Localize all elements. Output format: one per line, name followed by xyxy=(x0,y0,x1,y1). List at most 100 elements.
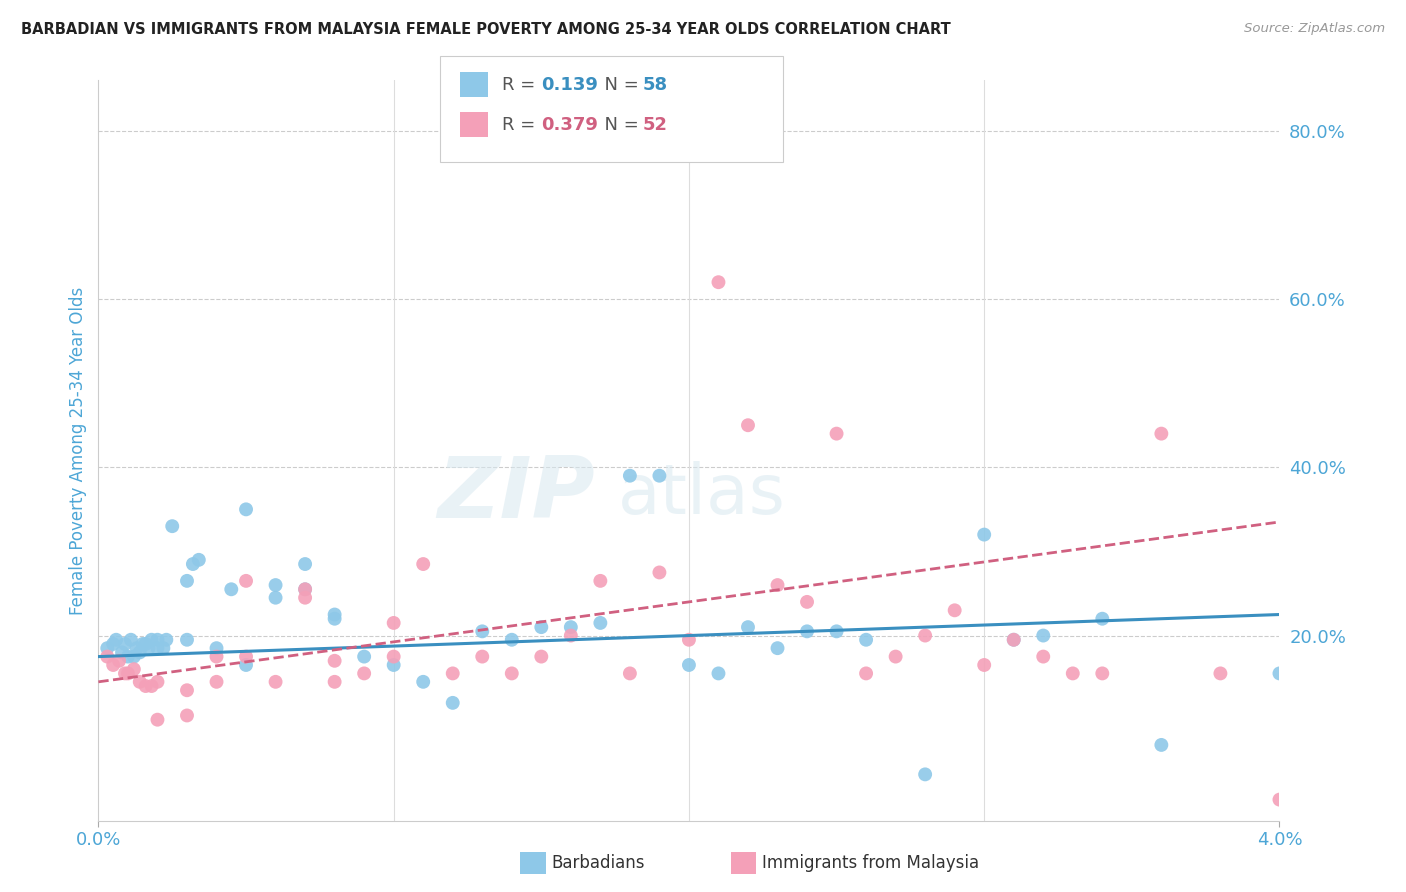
Text: Barbadians: Barbadians xyxy=(551,855,645,872)
Point xyxy=(141,632,163,647)
Point xyxy=(1209,666,1232,681)
Text: 58: 58 xyxy=(643,76,668,94)
Point xyxy=(294,591,316,605)
Point xyxy=(766,641,789,656)
Point xyxy=(294,582,316,597)
Point xyxy=(855,666,877,681)
Point xyxy=(382,649,405,664)
Point xyxy=(323,612,346,626)
Point xyxy=(122,649,145,664)
Text: BARBADIAN VS IMMIGRANTS FROM MALAYSIA FEMALE POVERTY AMONG 25-34 YEAR OLDS CORRE: BARBADIAN VS IMMIGRANTS FROM MALAYSIA FE… xyxy=(21,22,950,37)
Point xyxy=(146,632,169,647)
Point xyxy=(205,649,228,664)
Point xyxy=(441,696,464,710)
Point xyxy=(825,426,848,441)
Text: R =: R = xyxy=(502,116,541,134)
Point xyxy=(707,666,730,681)
Point xyxy=(884,649,907,664)
Point xyxy=(117,649,139,664)
Point xyxy=(176,683,198,698)
Point xyxy=(619,468,641,483)
Point xyxy=(1268,666,1291,681)
Point xyxy=(737,418,759,433)
Point xyxy=(111,645,134,659)
Point xyxy=(1268,792,1291,806)
Point xyxy=(737,620,759,634)
Point xyxy=(707,275,730,289)
Point xyxy=(353,666,375,681)
Point xyxy=(108,654,131,668)
Point xyxy=(235,649,257,664)
Point xyxy=(914,767,936,781)
Text: Immigrants from Malaysia: Immigrants from Malaysia xyxy=(762,855,979,872)
Point xyxy=(176,632,198,647)
Point xyxy=(114,637,136,651)
Point xyxy=(678,658,700,673)
Point xyxy=(589,615,612,630)
Point xyxy=(560,628,582,642)
Point xyxy=(589,574,612,588)
Point xyxy=(973,527,995,541)
Text: 0.379: 0.379 xyxy=(541,116,598,134)
Point xyxy=(294,582,316,597)
Point xyxy=(181,557,204,571)
Text: Source: ZipAtlas.com: Source: ZipAtlas.com xyxy=(1244,22,1385,36)
Point xyxy=(441,666,464,681)
Point xyxy=(103,658,125,673)
Point xyxy=(96,649,118,664)
Point xyxy=(128,645,150,659)
Point xyxy=(471,624,494,639)
Point xyxy=(294,557,316,571)
Point xyxy=(530,620,553,634)
Y-axis label: Female Poverty Among 25-34 Year Olds: Female Poverty Among 25-34 Year Olds xyxy=(69,286,87,615)
Point xyxy=(122,662,145,676)
Point xyxy=(323,607,346,622)
Point xyxy=(264,674,287,689)
Point xyxy=(264,578,287,592)
Point xyxy=(1150,738,1173,752)
Point xyxy=(323,674,346,689)
Point xyxy=(1032,628,1054,642)
Point xyxy=(914,628,936,642)
Point xyxy=(187,553,209,567)
Text: 52: 52 xyxy=(643,116,668,134)
Point xyxy=(120,632,142,647)
Point xyxy=(973,658,995,673)
Point xyxy=(176,708,198,723)
Point xyxy=(128,674,150,689)
Point xyxy=(155,632,177,647)
Point xyxy=(766,578,789,592)
Point xyxy=(235,658,257,673)
Point xyxy=(501,632,523,647)
Point xyxy=(125,641,148,656)
Point xyxy=(146,713,169,727)
Point xyxy=(96,641,118,656)
Point xyxy=(1002,632,1025,647)
Point xyxy=(205,674,228,689)
Point xyxy=(205,641,228,656)
Point xyxy=(146,674,169,689)
Point xyxy=(323,654,346,668)
Point xyxy=(1150,426,1173,441)
Point xyxy=(235,502,257,516)
Text: atlas: atlas xyxy=(619,461,786,528)
Point xyxy=(162,519,183,533)
Point xyxy=(560,620,582,634)
Point xyxy=(796,595,818,609)
Point xyxy=(619,666,641,681)
Point xyxy=(105,632,128,647)
Point xyxy=(530,649,553,664)
Point xyxy=(412,557,434,571)
Point xyxy=(135,637,157,651)
Text: R =: R = xyxy=(502,76,541,94)
Point xyxy=(132,637,155,651)
Point xyxy=(221,582,243,597)
Point xyxy=(648,566,671,580)
Point xyxy=(796,624,818,639)
Point xyxy=(1062,666,1084,681)
Point xyxy=(382,658,405,673)
Point xyxy=(1091,612,1114,626)
Point xyxy=(1002,632,1025,647)
Point xyxy=(235,574,257,588)
Point xyxy=(825,624,848,639)
